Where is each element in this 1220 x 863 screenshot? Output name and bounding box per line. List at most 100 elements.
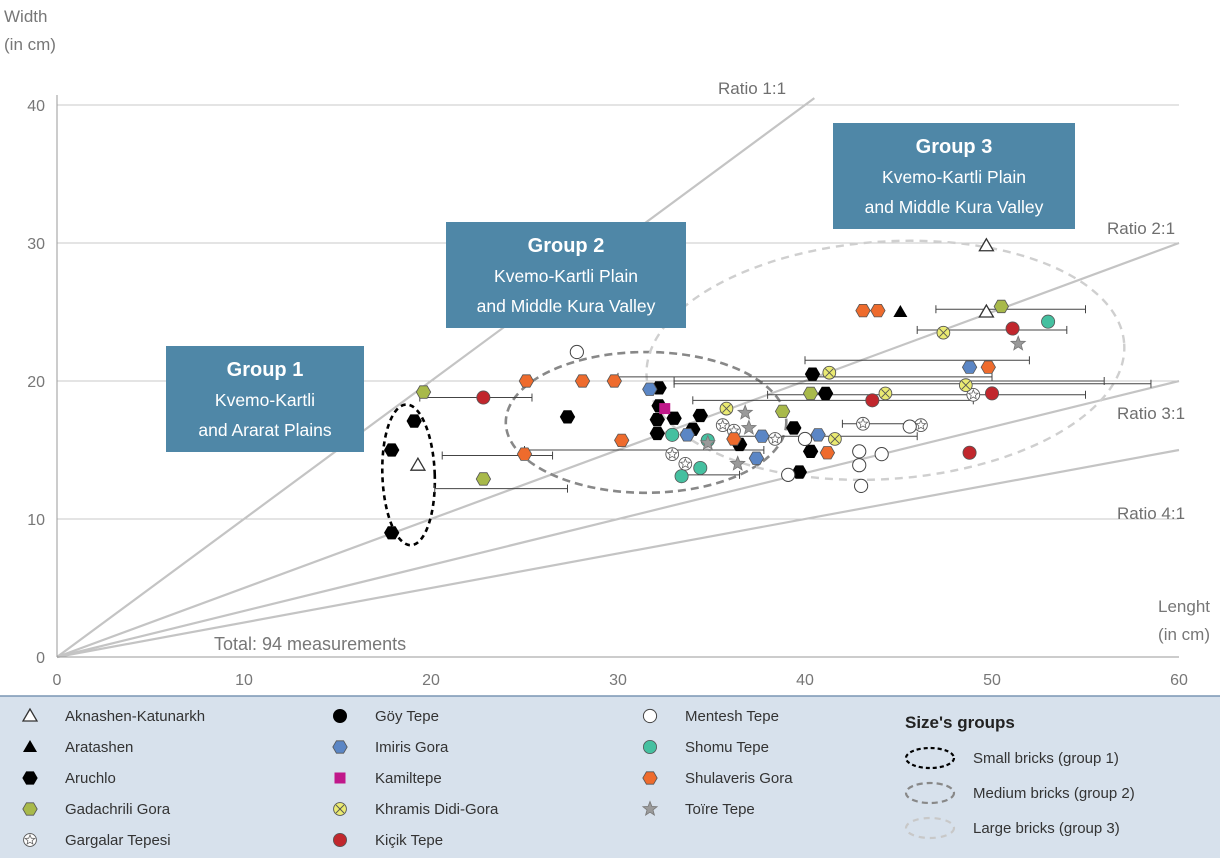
point-gargalar-tepesi (966, 387, 981, 402)
legend-label-gadachrili-gora: Gadachrili Gora (65, 801, 171, 818)
point-aruchlo (802, 444, 819, 459)
legend-marker-aruchlo (22, 771, 38, 785)
point-aruchlo (559, 410, 576, 424)
point-to-re-tepe (736, 404, 754, 420)
point-gargalar-tepesi (678, 456, 693, 471)
point-shulaveris-gora (614, 433, 630, 448)
point-khramis-didi-gora (822, 365, 837, 380)
point-ki-ik-tepe (476, 390, 491, 405)
legend-background (0, 696, 1220, 858)
point-khramis-didi-gora (936, 325, 951, 340)
range-bar (804, 356, 1030, 365)
legend-label-shomu-tepe: Shomu Tepe (685, 739, 769, 756)
group-1-region-line1: Kvemo-Kartli (215, 390, 315, 410)
point-aruchlo (692, 408, 708, 423)
legend-size-group-label: Small bricks (group 1) (973, 750, 1119, 767)
point-aruchlo (649, 426, 665, 441)
point-to-re-tepe (699, 434, 716, 451)
ratio-line-4 (56, 448, 1180, 659)
y-tick-label: 0 (36, 650, 45, 667)
point-shulaveris-gora (980, 360, 996, 374)
ratio-label-3: Ratio 3:1 (1117, 404, 1185, 423)
legend-label-imiris-gora: Imiris Gora (375, 739, 449, 756)
legend: Aknashen-Katunarkh Aratashen Aruchlo Gadach… (0, 695, 1220, 858)
point-ki-ik-tepe (985, 386, 1000, 401)
group-1-title: Group 1 (227, 359, 304, 381)
group-3-region-line2: and Middle Kura Valley (865, 197, 1044, 217)
point-shulaveris-gora (606, 374, 622, 388)
legend-marker-khramis-didi-gora (333, 802, 347, 816)
point-aruchlo (384, 526, 400, 540)
legend-label-to-re-tepe: Toïre Tepe (685, 801, 755, 818)
group-3-title: Group 3 (916, 136, 993, 158)
legend-item-gargalar-tepesi: Gargalar Tepesi (23, 832, 171, 849)
legend-marker-imiris-gora (332, 740, 348, 754)
legend-ellipse-icon (904, 781, 956, 805)
point-aruchlo (786, 421, 802, 435)
legend-marker-shomu-tepe (643, 740, 658, 755)
legend-label-g-y-tepe: Göy Tepe (375, 708, 439, 725)
y-tick-label: 40 (27, 98, 45, 115)
point-aruchlo (666, 411, 682, 425)
legend-item-gadachrili-gora: Gadachrili Gora (22, 801, 171, 818)
legend-ellipse-icon (904, 816, 956, 840)
point-gargalar-tepesi (768, 432, 782, 446)
legend-label-ki-ik-tepe: Kiçik Tepe (375, 832, 443, 849)
legend-item-aknashen-katunarkh: Aknashen-Katunarkh (21, 707, 205, 725)
data-points (384, 237, 1056, 540)
point-to-re-tepe (740, 419, 758, 435)
point-shomu-tepe (674, 469, 689, 484)
ratio-label-2: Ratio 2:1 (1107, 219, 1175, 238)
point-gadachrili-gora (993, 299, 1009, 314)
legend-item-mentesh-tepe: Mentesh Tepe (642, 708, 779, 725)
point-imiris-gora (679, 428, 695, 442)
legend-marker-shulaveris-gora (642, 771, 658, 785)
x-tick-label: 10 (235, 672, 253, 689)
point-gargalar-tepesi (856, 416, 870, 431)
point-imiris-gora (754, 429, 770, 443)
group-2-ellipse (504, 350, 788, 495)
legend-item-g-y-tepe: Göy Tepe (332, 708, 439, 725)
point-shomu-tepe (665, 427, 680, 442)
point-aknashen-katunarkh (409, 456, 427, 471)
legend-marker-to-re-tepe (641, 800, 659, 817)
legend-item-ki-ik-tepe: Kiçik Tepe (332, 832, 443, 849)
legend-item-khramis-didi-gora: Khramis Didi-Gora (333, 801, 499, 818)
point-shulaveris-gora (819, 446, 836, 460)
point-aruchlo (406, 414, 422, 428)
range-bars (419, 305, 1152, 493)
point-ki-ik-tepe (1005, 321, 1020, 336)
point-khramis-didi-gora (878, 386, 893, 401)
x-tick-label: 50 (983, 672, 1001, 689)
point-gadachrili-gora (774, 404, 791, 419)
range-bar (692, 396, 974, 405)
point-aknashen-katunarkh (978, 303, 995, 318)
point-shulaveris-gora (855, 303, 871, 318)
legend-item-to-re-tepe: Toïre Tepe (641, 800, 755, 818)
y-tick-label: 10 (27, 512, 45, 529)
point-imiris-gora (642, 382, 658, 396)
legend-label-khramis-didi-gora: Khramis Didi-Gora (375, 801, 499, 818)
point-to-re-tepe (729, 455, 746, 471)
point-mentesh-tepe (852, 444, 867, 459)
point-khramis-didi-gora (719, 401, 734, 416)
point-shulaveris-gora (870, 303, 886, 318)
legend-item-shulaveris-gora: Shulaveris Gora (642, 770, 793, 787)
ratio-label-4: Ratio 4:1 (1117, 504, 1185, 523)
point-mentesh-tepe (569, 344, 584, 360)
point-mentesh-tepe (874, 447, 889, 462)
point-khramis-didi-gora (958, 378, 973, 392)
group-2-region-line2: and Middle Kura Valley (477, 296, 656, 316)
group-2-title: Group 2 (528, 235, 605, 257)
point-shulaveris-gora (518, 374, 535, 388)
point-shulaveris-gora (516, 447, 533, 461)
legend-item-aruchlo: Aruchlo (22, 770, 116, 787)
point-aratashen (893, 305, 908, 317)
point-ki-ik-tepe (865, 393, 880, 408)
x-tick-label: 40 (796, 672, 814, 689)
point-gadachrili-gora (415, 385, 432, 399)
point-to-re-tepe (1009, 335, 1027, 351)
legend-item-kamiltepe: Kamiltepe (334, 770, 442, 787)
